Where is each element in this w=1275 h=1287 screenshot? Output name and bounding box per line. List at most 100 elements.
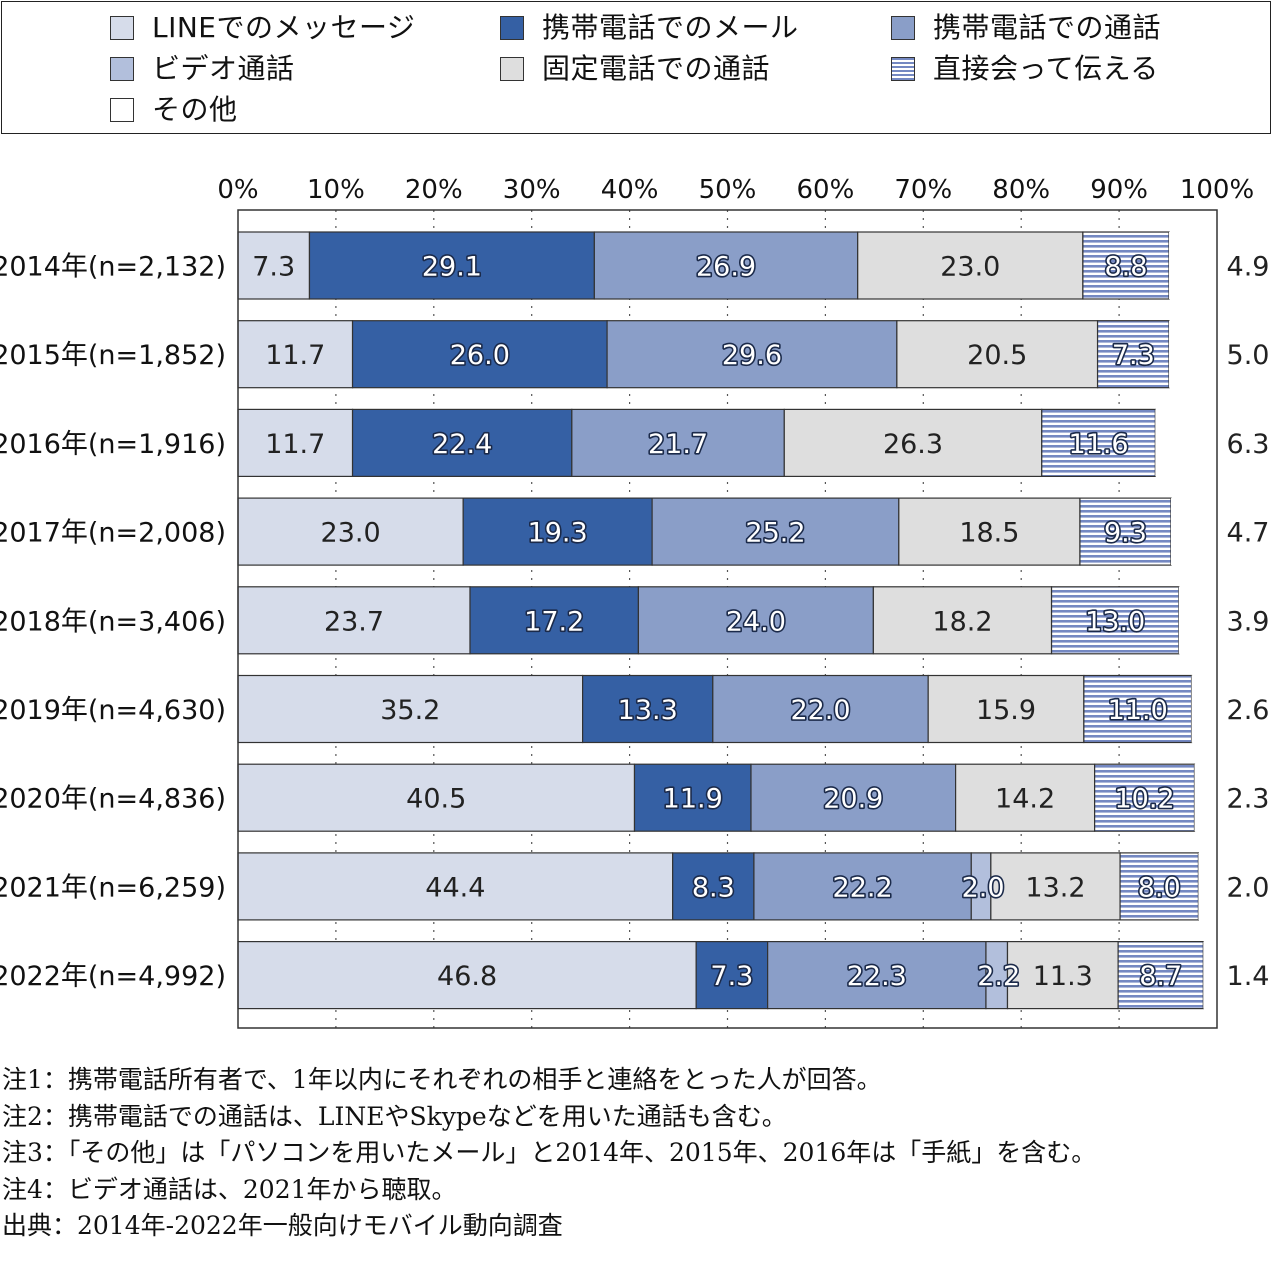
- bar-segment: [1083, 674, 1193, 744]
- legend-label-landline-call: 固定電話での通話: [542, 52, 771, 85]
- legend-item-line-message: LINEでのメッセージ: [110, 10, 415, 46]
- x-tick-label: 50%: [699, 175, 757, 205]
- category-label: 2020年(n=4,836): [0, 784, 226, 815]
- legend-swatch-line-message: [110, 16, 134, 40]
- category-label: 2021年(n=6,259): [0, 872, 226, 903]
- value-label: 2.3: [1227, 784, 1270, 815]
- x-tick-label: 100%: [1180, 175, 1254, 205]
- note-4: 注4：ビデオ通話は、2021年から聴取。: [2, 1174, 457, 1204]
- value-label: 2.0: [962, 872, 1005, 903]
- value-label: 8.3: [692, 872, 735, 903]
- value-label: 11.6: [1068, 429, 1128, 460]
- bar-segment: [633, 763, 752, 832]
- value-label: 14.2: [995, 784, 1055, 815]
- bar-segment: [582, 674, 714, 744]
- bar-segment: [237, 852, 674, 921]
- bar-segment: [783, 408, 1043, 477]
- legend-item-landline-call: 固定電話での通話: [500, 51, 770, 87]
- value-label: 18.2: [932, 606, 992, 637]
- bar-segment: [593, 231, 859, 300]
- bar-segment: [753, 852, 972, 921]
- x-tick-label: 40%: [601, 175, 659, 205]
- bar-segment: [1178, 586, 1217, 654]
- bar-segment: [927, 674, 1085, 744]
- bar-segment: [1006, 940, 1119, 1010]
- bar-segment: [990, 852, 1121, 921]
- bar-segment: [571, 408, 785, 477]
- value-label: 29.1: [422, 252, 482, 283]
- note-source: 出典：2014年-2022年一般向けモバイル動向調査: [2, 1211, 563, 1240]
- bar-segment: [872, 586, 1053, 655]
- bar-segment: [896, 320, 1099, 389]
- value-label: 7.3: [1112, 340, 1155, 371]
- value-label: 44.4: [425, 872, 485, 903]
- value-label: 23.0: [321, 518, 381, 549]
- bar-segment: [351, 320, 608, 389]
- value-label: 7.3: [252, 252, 295, 283]
- legend-item-mobile-mail: 携帯電話でのメール: [500, 10, 799, 46]
- legend-item-video-call: ビデオ通話: [110, 51, 295, 87]
- value-label: 24.0: [726, 606, 786, 637]
- legend-swatch-landline-call: [500, 57, 524, 81]
- bar-segment: [695, 940, 769, 1010]
- value-label: 11.3: [1033, 961, 1093, 992]
- bar-segment: [237, 586, 471, 655]
- value-label: 3.9: [1227, 606, 1270, 637]
- note-2: 注2：携帯電話での通話は、LINEやSkypeなどを用いた通話も含む。: [2, 1101, 787, 1131]
- bar-segment: [1203, 941, 1217, 1009]
- legend-item-other: その他: [110, 92, 238, 128]
- bar-segment: [898, 497, 1081, 566]
- bar-segment: [1079, 497, 1172, 566]
- x-tick-label: 10%: [307, 175, 365, 205]
- value-label: 15.9: [976, 695, 1036, 726]
- bar-segment: [1191, 675, 1217, 743]
- category-label: 2018年(n=3,406): [0, 606, 226, 637]
- bar-segment: [1198, 852, 1218, 920]
- bar-segment: [767, 940, 987, 1010]
- bar-segment: [651, 497, 900, 566]
- value-label: 46.8: [437, 961, 497, 992]
- value-label: 22.0: [790, 695, 850, 726]
- bar-segment: [469, 586, 640, 655]
- bar-segment: [1169, 320, 1218, 388]
- bar-segment: [1155, 409, 1217, 477]
- legend-item-mobile-call: 携帯電話での通話: [891, 10, 1161, 46]
- value-label: 2.2: [977, 961, 1020, 992]
- value-label: 29.6: [722, 340, 782, 371]
- value-label: 26.0: [450, 340, 510, 371]
- value-label: 11.7: [265, 429, 325, 460]
- legend-label-video-call: ビデオ通話: [152, 52, 295, 85]
- value-label: 26.3: [883, 429, 943, 460]
- category-label: 2017年(n=2,008): [0, 518, 226, 549]
- value-label: 5.0: [1227, 340, 1270, 371]
- legend-swatch-mobile-call: [891, 16, 915, 40]
- x-tick-label: 30%: [503, 175, 561, 205]
- legend-label-mobile-mail: 携帯電話でのメール: [542, 11, 799, 44]
- bar-segment: [1117, 940, 1204, 1010]
- category-label: 2019年(n=4,630): [0, 695, 226, 726]
- value-label: 2.0: [1227, 872, 1270, 903]
- bar-segment: [308, 231, 595, 300]
- note-3: 注3：「その他」は「パソコンを用いたメール」と2014年、2015年、2016年…: [2, 1138, 1097, 1167]
- bar-segment: [1041, 408, 1156, 477]
- category-label: 2022年(n=4,992): [0, 961, 226, 992]
- value-label: 11.9: [663, 784, 723, 815]
- x-tick-label: 20%: [405, 175, 463, 205]
- value-label: 18.5: [959, 518, 1019, 549]
- legend-label-face-to-face: 直接会って伝える: [933, 52, 1159, 85]
- value-label: 35.2: [380, 695, 440, 726]
- bar-segment: [237, 763, 636, 832]
- bars: [237, 231, 1218, 1010]
- x-tick-label: 70%: [894, 175, 952, 205]
- note-1: 注1：携帯電話所有者で、1年以内にそれぞれの相手と連絡をとった人が回答。: [2, 1065, 882, 1094]
- bar-segment: [1050, 586, 1180, 655]
- x-tick-label: 80%: [992, 175, 1050, 205]
- value-label: 13.2: [1025, 872, 1085, 903]
- bar-segment: [1119, 852, 1199, 921]
- value-label: 22.3: [847, 961, 907, 992]
- value-label: 40.5: [406, 784, 466, 815]
- value-label: 4.7: [1227, 518, 1270, 549]
- value-label: 22.2: [833, 872, 893, 903]
- value-label: 4.9: [1227, 252, 1270, 283]
- stacked-bar-chart: 0% 10% 20% 30% 40% 50% 60% 70% 80% 90% 100% 2014年(…: [0, 175, 1270, 1029]
